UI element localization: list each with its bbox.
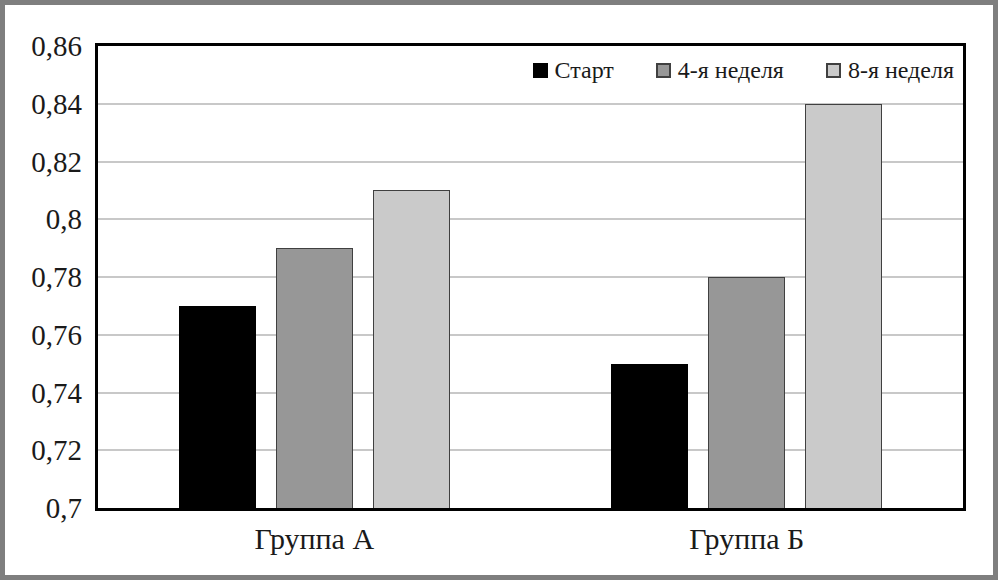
y-tick-label: 0,86 [5, 30, 82, 62]
y-tick-label: 0,8 [5, 203, 82, 235]
bar [179, 306, 256, 508]
bar [708, 277, 785, 508]
legend: Старт 4-я неделя 8-я неделя [529, 55, 958, 86]
bar [805, 104, 882, 508]
chart-frame: 0,86 0,84 0,82 0,8 0,78 0,76 0,74 0,72 0,7 Старт… [0, 0, 998, 580]
legend-swatch-icon [826, 63, 841, 78]
y-tick-label: 0,84 [5, 88, 82, 120]
legend-swatch-icon [533, 63, 548, 78]
y-tick-label: 0,78 [5, 261, 82, 293]
legend-item: 4-я неделя [656, 57, 784, 84]
x-category-label: Группа А [164, 521, 464, 557]
legend-label: 8-я неделя [848, 57, 954, 84]
bar [611, 364, 688, 508]
legend-item: 8-я неделя [826, 57, 954, 84]
legend-item: Старт [533, 57, 614, 84]
plot-area: Старт 4-я неделя 8-я неделя [95, 43, 966, 511]
x-category-label: Группа Б [597, 521, 897, 557]
legend-swatch-icon [656, 63, 671, 78]
y-tick-label: 0,76 [5, 319, 82, 351]
legend-label: 4-я неделя [678, 57, 784, 84]
bar [373, 190, 450, 508]
y-tick-label: 0,7 [5, 492, 82, 524]
chart-canvas: 0,86 0,84 0,82 0,8 0,78 0,76 0,74 0,72 0,7 Старт… [5, 5, 993, 575]
y-tick-label: 0,82 [5, 146, 82, 178]
bar [276, 248, 353, 508]
legend-label: Старт [555, 57, 614, 84]
y-tick-label: 0,74 [5, 377, 82, 409]
y-tick-label: 0,72 [5, 434, 82, 466]
